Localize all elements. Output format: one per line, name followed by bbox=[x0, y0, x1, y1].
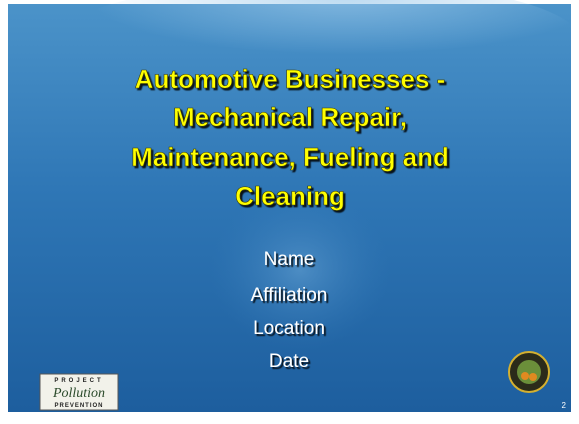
seal-inner bbox=[517, 360, 541, 384]
seal-fruit bbox=[521, 372, 529, 380]
title-line: Cleaning bbox=[235, 181, 345, 211]
title-line: Maintenance, Fueling and bbox=[131, 142, 449, 172]
subtitle-line: Date bbox=[269, 351, 309, 372]
subtitle-line: Location bbox=[253, 318, 325, 339]
subtitle-line: Name bbox=[264, 249, 315, 270]
subtitle-line: Affiliation bbox=[251, 285, 328, 306]
seal-fruit bbox=[529, 373, 537, 381]
title-line: Automotive Businesses - bbox=[135, 64, 446, 94]
page: Automotive Businesses - Mechanical Repai… bbox=[0, 0, 579, 424]
logo-text: PROJECT bbox=[54, 378, 103, 384]
page-number: 2 bbox=[562, 401, 567, 410]
seal bbox=[509, 352, 549, 392]
slide: Automotive Businesses - Mechanical Repai… bbox=[0, 0, 579, 424]
logo: PROJECT Pollution PREVENTION bbox=[40, 374, 118, 410]
logo-text: Pollution bbox=[52, 386, 105, 401]
title-line: Mechanical Repair, bbox=[173, 102, 407, 132]
logo-text: PREVENTION bbox=[54, 403, 103, 409]
